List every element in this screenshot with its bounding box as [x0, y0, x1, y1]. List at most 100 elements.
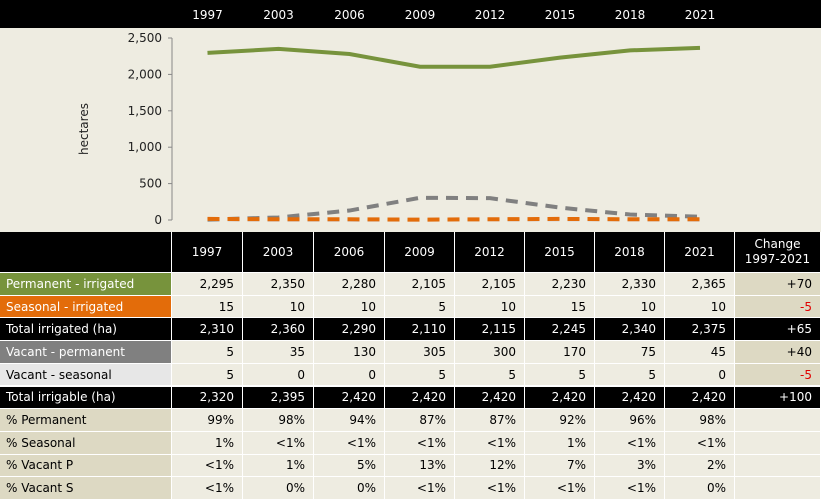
table-cell: 3%	[595, 454, 665, 478]
table-header: 2015	[525, 232, 595, 273]
series-line	[207, 195, 701, 222]
table-cell: 5	[172, 363, 243, 387]
row-label: Total irrigated (ha)	[0, 318, 172, 342]
x-tick-label: 1997	[192, 8, 223, 22]
table-header: 2021	[665, 232, 735, 273]
table-cell: 2,340	[595, 318, 665, 342]
table-cell: 5	[385, 363, 455, 387]
change-cell: +70	[735, 273, 821, 296]
x-tick-label: 2018	[615, 8, 646, 22]
row-label: Permanent - irrigated	[0, 273, 172, 296]
table-cell: 10	[243, 295, 314, 319]
table-cell: 2,395	[243, 386, 314, 410]
table-cell: 2%	[665, 454, 735, 478]
change-cell	[735, 409, 821, 432]
table-cell: 2,360	[243, 318, 314, 342]
table-cell: 5	[525, 363, 595, 387]
table-cell: 2,420	[385, 386, 455, 410]
table-cell: 2,290	[314, 318, 385, 342]
y-tick-label: 0	[154, 213, 162, 227]
table-cell: 87%	[455, 409, 525, 432]
table-cell: 2,350	[243, 273, 314, 296]
table-cell: 2,365	[665, 273, 735, 296]
y-tick-label: 1,500	[128, 104, 162, 118]
table-header: 2009	[385, 232, 455, 273]
table-cell: 2,280	[314, 273, 385, 296]
table-cell: 2,330	[595, 273, 665, 296]
table-cell: 0	[665, 363, 735, 387]
table-cell: 1%	[525, 431, 595, 455]
table-cell: 15	[525, 295, 595, 319]
table-cell: 5	[172, 341, 243, 364]
table-cell: 2,105	[455, 273, 525, 296]
table-cell: 35	[243, 341, 314, 364]
table-cell: <1%	[455, 477, 525, 500]
y-tick-label: 2,500	[128, 31, 162, 45]
table-cell: 2,420	[455, 386, 525, 410]
table-cell: 130	[314, 341, 385, 364]
table-cell: <1%	[595, 431, 665, 455]
table-header: 1997	[172, 232, 243, 273]
row-label: Vacant - seasonal	[0, 363, 172, 387]
table-cell: 12%	[455, 454, 525, 478]
table-cell: 5	[595, 363, 665, 387]
series-line	[207, 216, 700, 222]
table-cell: 7%	[525, 454, 595, 478]
x-tick-label: 2021	[685, 8, 716, 22]
table-cell: 0%	[243, 477, 314, 500]
table-cell: 170	[525, 341, 595, 364]
table-header: 2003	[243, 232, 314, 273]
table-cell: 5	[385, 295, 455, 319]
table-cell: 45	[665, 341, 735, 364]
table-header-corner	[0, 232, 172, 273]
table-cell: 0	[314, 363, 385, 387]
table-cell: 2,110	[385, 318, 455, 342]
table-cell: 2,420	[525, 386, 595, 410]
table-cell: <1%	[455, 431, 525, 455]
chart: hectares 1997 2003 2006 2009 2012 2015 2018 202…	[0, 0, 821, 232]
row-label: Vacant - permanent	[0, 341, 172, 364]
table-cell: 13%	[385, 454, 455, 478]
table-cell: <1%	[243, 431, 314, 455]
change-cell	[735, 454, 821, 478]
y-axis-label: hectares	[77, 103, 91, 155]
table-cell: 305	[385, 341, 455, 364]
table-cell: 99%	[172, 409, 243, 432]
change-cell: -5	[735, 363, 821, 387]
y-tick-label: 1,000	[128, 140, 162, 154]
table-cell: 2,245	[525, 318, 595, 342]
table-cell: <1%	[385, 431, 455, 455]
table-cell: 87%	[385, 409, 455, 432]
table-cell: <1%	[385, 477, 455, 500]
x-tick-label: 2012	[475, 8, 506, 22]
table-cell: 2,420	[314, 386, 385, 410]
table-cell: 15	[172, 295, 243, 319]
table-cell: 2,375	[665, 318, 735, 342]
table-cell: 10	[314, 295, 385, 319]
change-cell	[735, 477, 821, 500]
table-header: Change 1997-2021	[735, 232, 821, 273]
change-cell: +100	[735, 386, 821, 410]
table-cell: 2,115	[455, 318, 525, 342]
table-cell: 94%	[314, 409, 385, 432]
table-cell: 0	[243, 363, 314, 387]
table-cell: <1%	[172, 477, 243, 500]
table-header: 2006	[314, 232, 385, 273]
table-cell: 2,320	[172, 386, 243, 410]
table-cell: 2,310	[172, 318, 243, 342]
change-cell: +40	[735, 341, 821, 364]
table-cell: 2,420	[665, 386, 735, 410]
row-label: Seasonal - irrigated	[0, 295, 172, 319]
table-cell: <1%	[314, 431, 385, 455]
row-label: % Seasonal	[0, 431, 172, 455]
table-cell: 10	[455, 295, 525, 319]
table-cell: 1%	[172, 431, 243, 455]
x-tick-label: 2006	[334, 8, 365, 22]
table-cell: 10	[595, 295, 665, 319]
table-cell: <1%	[525, 477, 595, 500]
row-label: % Permanent	[0, 409, 172, 432]
y-tick-label: 500	[139, 177, 162, 191]
x-tick-label: 2015	[545, 8, 576, 22]
change-cell	[735, 431, 821, 455]
